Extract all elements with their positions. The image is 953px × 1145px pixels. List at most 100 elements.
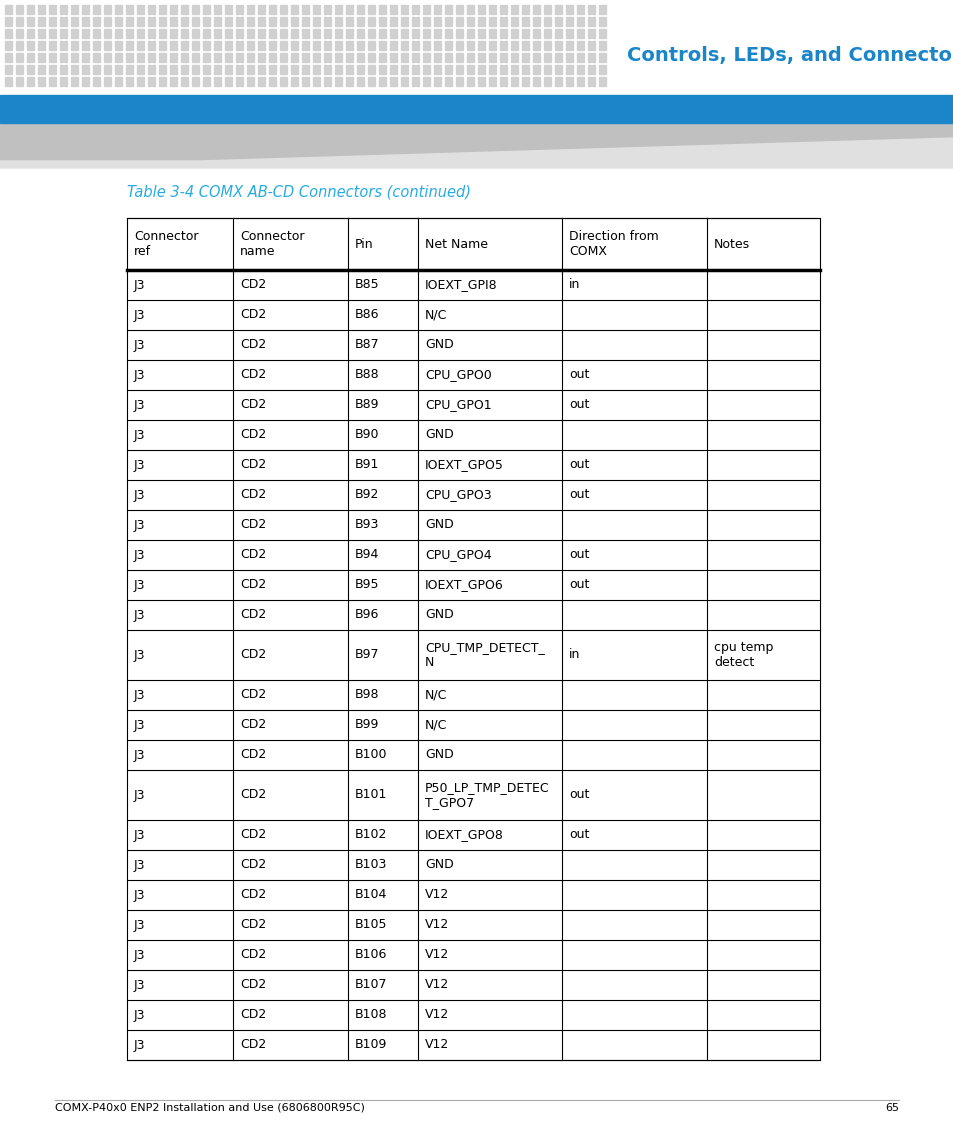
Bar xyxy=(477,17,484,26)
Text: CD2: CD2 xyxy=(240,489,266,502)
Bar xyxy=(60,29,67,38)
Bar xyxy=(422,41,430,50)
Bar xyxy=(577,41,583,50)
Bar xyxy=(302,41,309,50)
Bar xyxy=(511,53,517,62)
Bar xyxy=(148,29,154,38)
Text: B87: B87 xyxy=(355,339,379,352)
Bar xyxy=(280,41,287,50)
Bar xyxy=(27,41,34,50)
Text: J3: J3 xyxy=(133,859,146,871)
Bar xyxy=(148,65,154,74)
Bar xyxy=(16,41,23,50)
Bar xyxy=(346,5,353,14)
Bar xyxy=(521,29,529,38)
Bar xyxy=(92,29,100,38)
Bar xyxy=(126,17,132,26)
Bar xyxy=(598,53,605,62)
Bar xyxy=(444,41,452,50)
Bar xyxy=(412,29,418,38)
Bar xyxy=(456,29,462,38)
Bar xyxy=(335,5,341,14)
Bar xyxy=(82,17,89,26)
Bar xyxy=(27,17,34,26)
Bar xyxy=(115,41,122,50)
Bar xyxy=(390,53,396,62)
Bar xyxy=(346,65,353,74)
Bar xyxy=(126,77,132,86)
Bar xyxy=(324,29,331,38)
Bar xyxy=(521,5,529,14)
Bar xyxy=(356,53,364,62)
Bar xyxy=(257,41,265,50)
Text: CPU_GPO3: CPU_GPO3 xyxy=(424,489,491,502)
Text: B103: B103 xyxy=(355,859,387,871)
Bar xyxy=(356,41,364,50)
Text: CPU_GPO1: CPU_GPO1 xyxy=(424,398,491,411)
Bar xyxy=(148,41,154,50)
Text: J3: J3 xyxy=(133,608,146,622)
Bar xyxy=(60,65,67,74)
Bar xyxy=(203,77,210,86)
Bar xyxy=(587,29,595,38)
Bar xyxy=(412,41,418,50)
Bar xyxy=(543,77,551,86)
Text: B86: B86 xyxy=(355,308,379,322)
Bar xyxy=(598,41,605,50)
Bar xyxy=(324,65,331,74)
Bar xyxy=(38,17,45,26)
Bar xyxy=(213,53,221,62)
Text: B91: B91 xyxy=(355,458,379,472)
Bar xyxy=(170,65,177,74)
Bar xyxy=(27,53,34,62)
Text: in: in xyxy=(568,278,579,292)
Bar xyxy=(137,17,144,26)
Text: B88: B88 xyxy=(355,369,379,381)
Text: CD2: CD2 xyxy=(240,979,266,992)
Text: J3: J3 xyxy=(133,339,146,352)
Text: CD2: CD2 xyxy=(240,308,266,322)
Bar xyxy=(335,29,341,38)
Bar xyxy=(412,5,418,14)
Bar xyxy=(115,5,122,14)
Text: B101: B101 xyxy=(355,789,387,802)
Text: B85: B85 xyxy=(355,278,379,292)
Text: out: out xyxy=(568,369,589,381)
Bar xyxy=(71,53,78,62)
Bar xyxy=(302,17,309,26)
Bar xyxy=(159,17,166,26)
Bar xyxy=(291,77,297,86)
Bar xyxy=(280,53,287,62)
Bar xyxy=(489,5,496,14)
Bar xyxy=(499,77,506,86)
Bar xyxy=(577,29,583,38)
Bar xyxy=(533,53,539,62)
Text: B95: B95 xyxy=(355,578,379,592)
Bar xyxy=(533,77,539,86)
Text: Notes: Notes xyxy=(713,237,749,251)
Bar xyxy=(467,65,474,74)
Bar xyxy=(356,65,364,74)
Bar xyxy=(225,41,232,50)
Bar xyxy=(511,65,517,74)
Bar xyxy=(521,41,529,50)
Text: J3: J3 xyxy=(133,979,146,992)
Bar xyxy=(368,77,375,86)
Bar xyxy=(456,41,462,50)
Bar xyxy=(543,65,551,74)
Bar xyxy=(235,65,243,74)
Text: Connector
ref: Connector ref xyxy=(133,230,198,258)
Bar xyxy=(587,77,595,86)
Bar xyxy=(213,41,221,50)
Bar xyxy=(257,65,265,74)
Bar xyxy=(16,53,23,62)
Bar xyxy=(159,77,166,86)
Bar xyxy=(247,17,253,26)
Bar xyxy=(82,77,89,86)
Bar xyxy=(521,77,529,86)
Bar xyxy=(247,53,253,62)
Bar xyxy=(587,53,595,62)
Bar xyxy=(499,5,506,14)
Bar xyxy=(247,5,253,14)
Bar xyxy=(137,65,144,74)
